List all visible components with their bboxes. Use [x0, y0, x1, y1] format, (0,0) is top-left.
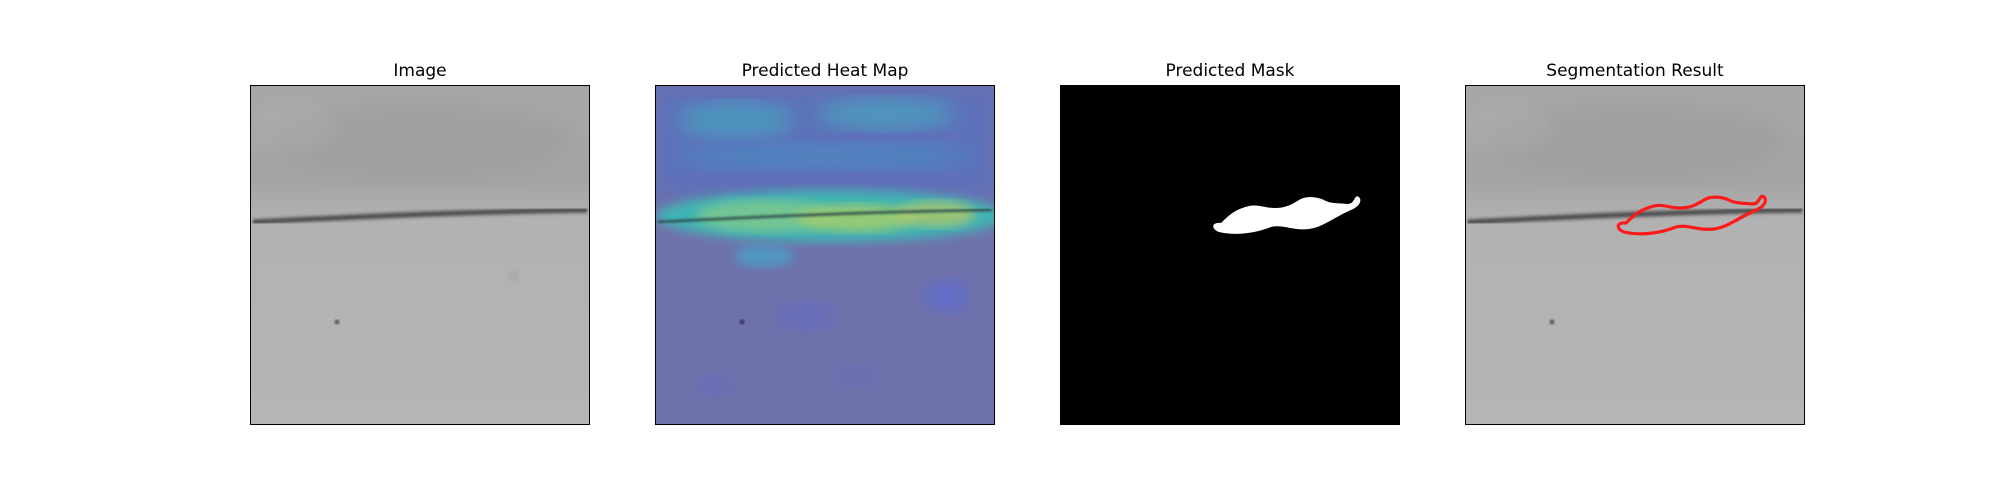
- mask-graphic: [1061, 86, 1399, 424]
- input-image-graphic: [251, 86, 589, 424]
- image-panel: Image: [250, 58, 590, 425]
- mask-region: [1213, 196, 1361, 234]
- input-image: [250, 85, 590, 425]
- panel-title-image: Image: [393, 61, 447, 81]
- heatmap-graphic: [656, 86, 994, 424]
- panel-title-mask: Predicted Mask: [1165, 61, 1295, 81]
- segmentation-panel: Segmentation Result: [1465, 58, 1805, 425]
- heatmap-image: [655, 85, 995, 425]
- mask-image: [1060, 85, 1400, 425]
- panel-title-segmentation: Segmentation Result: [1546, 61, 1724, 81]
- segmentation-contour: [1616, 194, 1767, 236]
- segmentation-graphic: [1466, 86, 1804, 424]
- heatmap-panel: Predicted Heat Map: [655, 58, 995, 425]
- segmentation-image: [1465, 85, 1805, 425]
- panel-title-heatmap: Predicted Heat Map: [741, 61, 909, 81]
- mask-panel: Predicted Mask: [1060, 58, 1400, 425]
